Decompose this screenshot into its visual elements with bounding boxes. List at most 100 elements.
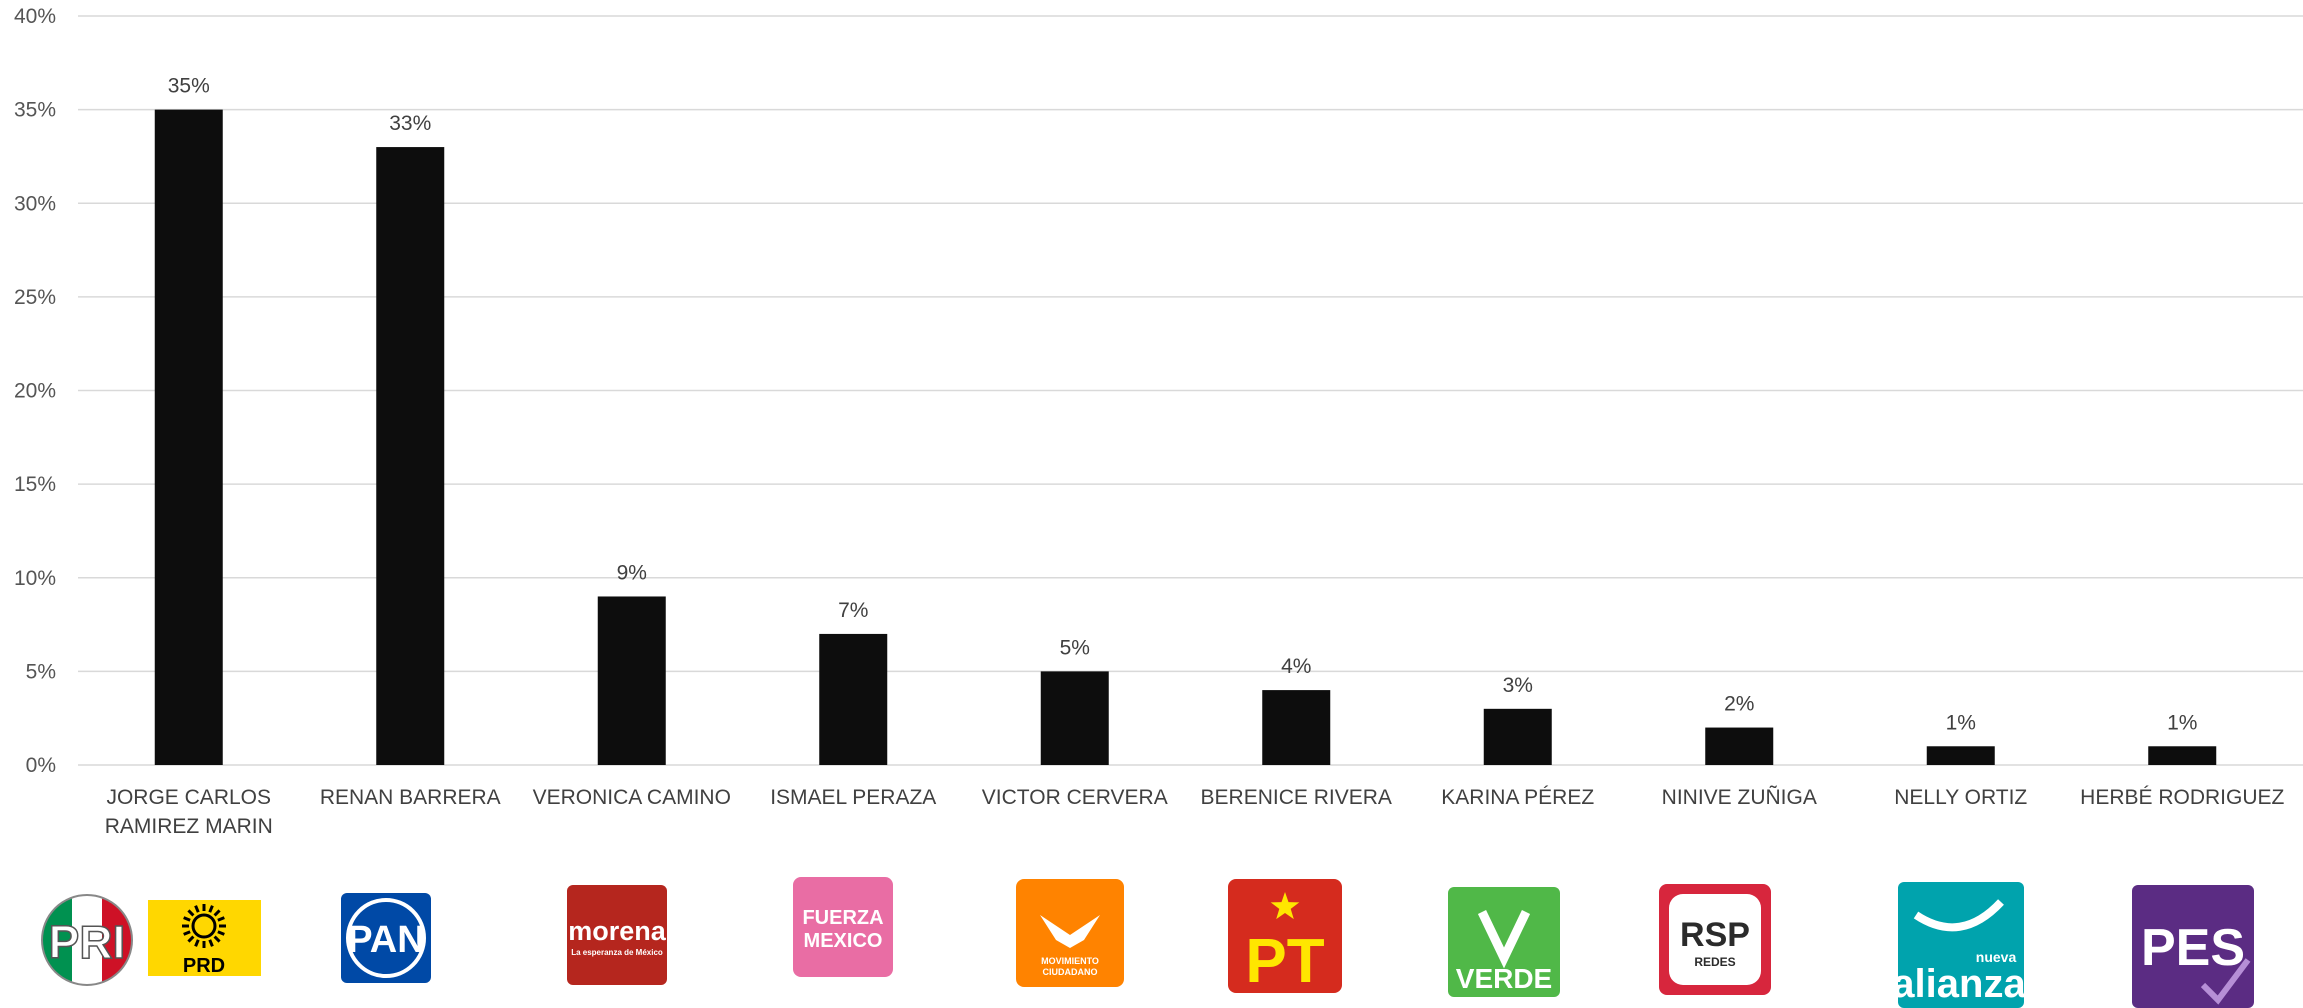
logo-label: La esperanza de México <box>571 948 663 957</box>
pri-white <box>72 895 102 985</box>
category-label: RENAN BARRERA <box>320 786 501 809</box>
pan-logo: PAN <box>341 893 431 983</box>
prd-logo: PRD <box>148 900 261 977</box>
category-label: HERBÉ RODRIGUEZ <box>2080 786 2284 809</box>
bar <box>1040 671 1109 765</box>
bar <box>2148 746 2217 765</box>
pan-ring <box>346 898 426 978</box>
category-label: BERENICE RIVERA <box>1201 786 1392 809</box>
verde-logo: VERDE <box>1448 887 1560 997</box>
category-label-line: NELLY ORTIZ <box>1894 786 2027 809</box>
data-label: 33% <box>389 112 431 135</box>
logo-label: PRD <box>183 955 225 977</box>
category-label-line: VERONICA CAMINO <box>533 786 731 809</box>
category-label-line: JORGE CARLOS <box>106 786 271 809</box>
mc-bg <box>1016 879 1124 987</box>
pri-ring <box>41 894 133 986</box>
logo-label: nueva <box>1976 949 2017 965</box>
prd-sun-ray <box>183 930 191 936</box>
pan-bg <box>341 893 431 983</box>
y-tick-label: 25% <box>14 286 56 309</box>
y-tick-label: 35% <box>14 99 56 122</box>
category-label-line: RENAN BARRERA <box>320 786 501 809</box>
gridlines <box>78 15 2303 766</box>
logo-label: PAN <box>347 919 424 961</box>
y-tick-label: 15% <box>14 473 56 496</box>
party-logos: PRI PRD PAN morena La esperanza de México FUE… <box>41 877 2254 1008</box>
logo-label: MOVIMIENTO <box>1041 956 1099 966</box>
data-label: 1% <box>1946 711 1976 734</box>
bar <box>1483 708 1552 765</box>
pt-logo: PT <box>1228 879 1342 996</box>
bar <box>1262 690 1331 765</box>
category-label-line: NINIVE ZUÑIGA <box>1662 785 1817 809</box>
y-tick-label: 5% <box>26 660 56 683</box>
logo-label: VERDE <box>1456 963 1552 994</box>
prd-sun-ray <box>217 930 225 936</box>
category-label: VERONICA CAMINO <box>533 786 731 809</box>
alianza-swoosh <box>1913 899 2004 932</box>
category-label: VICTOR CERVERA <box>982 786 1168 809</box>
logo-label: alianza <box>1892 962 2026 1006</box>
bars <box>154 109 2217 765</box>
prd-sun-ray <box>183 916 191 922</box>
category-label-line: KARINA PÉREZ <box>1441 786 1594 809</box>
y-tick-label: 40% <box>14 5 56 28</box>
y-tick-label: 10% <box>14 567 56 590</box>
prd-sun-ray <box>213 935 221 943</box>
bar <box>1705 727 1774 765</box>
logo-label: morena <box>568 916 667 946</box>
logo-label: CIUDADANO <box>1043 967 1098 977</box>
prd-sun-ray <box>208 939 214 947</box>
bar <box>597 596 666 765</box>
logo-label: MEXICO <box>804 930 883 952</box>
prd-sun-ray <box>213 909 221 917</box>
category-label: JORGE CARLOS RAMIREZ MARIN <box>105 786 273 838</box>
prd-sun-ray <box>194 905 200 913</box>
data-label: 35% <box>168 75 210 98</box>
prd-sun-core <box>191 913 217 939</box>
pes-logo: PES <box>2132 885 2254 1008</box>
bar <box>819 633 888 765</box>
category-label-line: ISMAEL PERAZA <box>770 786 936 809</box>
category-label-line: HERBÉ RODRIGUEZ <box>2080 786 2284 809</box>
category-label-line: BERENICE RIVERA <box>1201 786 1392 809</box>
pt-bg <box>1228 879 1342 993</box>
prd-sun-ray <box>187 935 195 943</box>
mc-eagle <box>1040 915 1100 948</box>
category-label: NINIVE ZUÑIGA <box>1662 785 1817 809</box>
prd-sun-ray <box>208 905 214 913</box>
category-label: KARINA PÉREZ <box>1441 786 1594 809</box>
verde-bg <box>1448 887 1560 997</box>
verde-v <box>1477 910 1531 969</box>
category-label: ISMAEL PERAZA <box>770 786 936 809</box>
prd-sun <box>182 904 226 948</box>
pes-check <box>2200 958 2251 1005</box>
logo-label: FUERZA <box>802 907 883 929</box>
y-tick-label: 30% <box>14 192 56 215</box>
logo-label: PES <box>2141 919 2245 977</box>
y-tick-label: 20% <box>14 380 56 403</box>
rsp-inner <box>1669 894 1761 985</box>
bar <box>154 109 223 765</box>
bar <box>1926 746 1995 765</box>
prd-sun-ray <box>194 939 200 947</box>
category-label: NELLY ORTIZ <box>1894 786 2027 809</box>
logo-label: RSP <box>1680 916 1750 954</box>
data-label: 2% <box>1724 693 1754 716</box>
pt-star <box>1270 892 1300 920</box>
data-label: 9% <box>617 561 647 584</box>
bar <box>376 147 445 765</box>
prd-sun-ray <box>217 916 225 922</box>
y-tick-label: 0% <box>26 754 56 777</box>
data-labels: 35% 33% 9% 7% 5% 4% 3% 2% 1% 1% <box>168 75 2198 735</box>
data-label: 7% <box>838 599 868 622</box>
morena-bg <box>567 885 667 985</box>
category-labels: JORGE CARLOS RAMIREZ MARIN RENAN BARRERA VE… <box>105 785 2285 838</box>
morena-logo: morena La esperanza de México <box>567 885 667 985</box>
category-label-line: VICTOR CERVERA <box>982 786 1168 809</box>
pes-bg <box>2132 885 2254 1008</box>
